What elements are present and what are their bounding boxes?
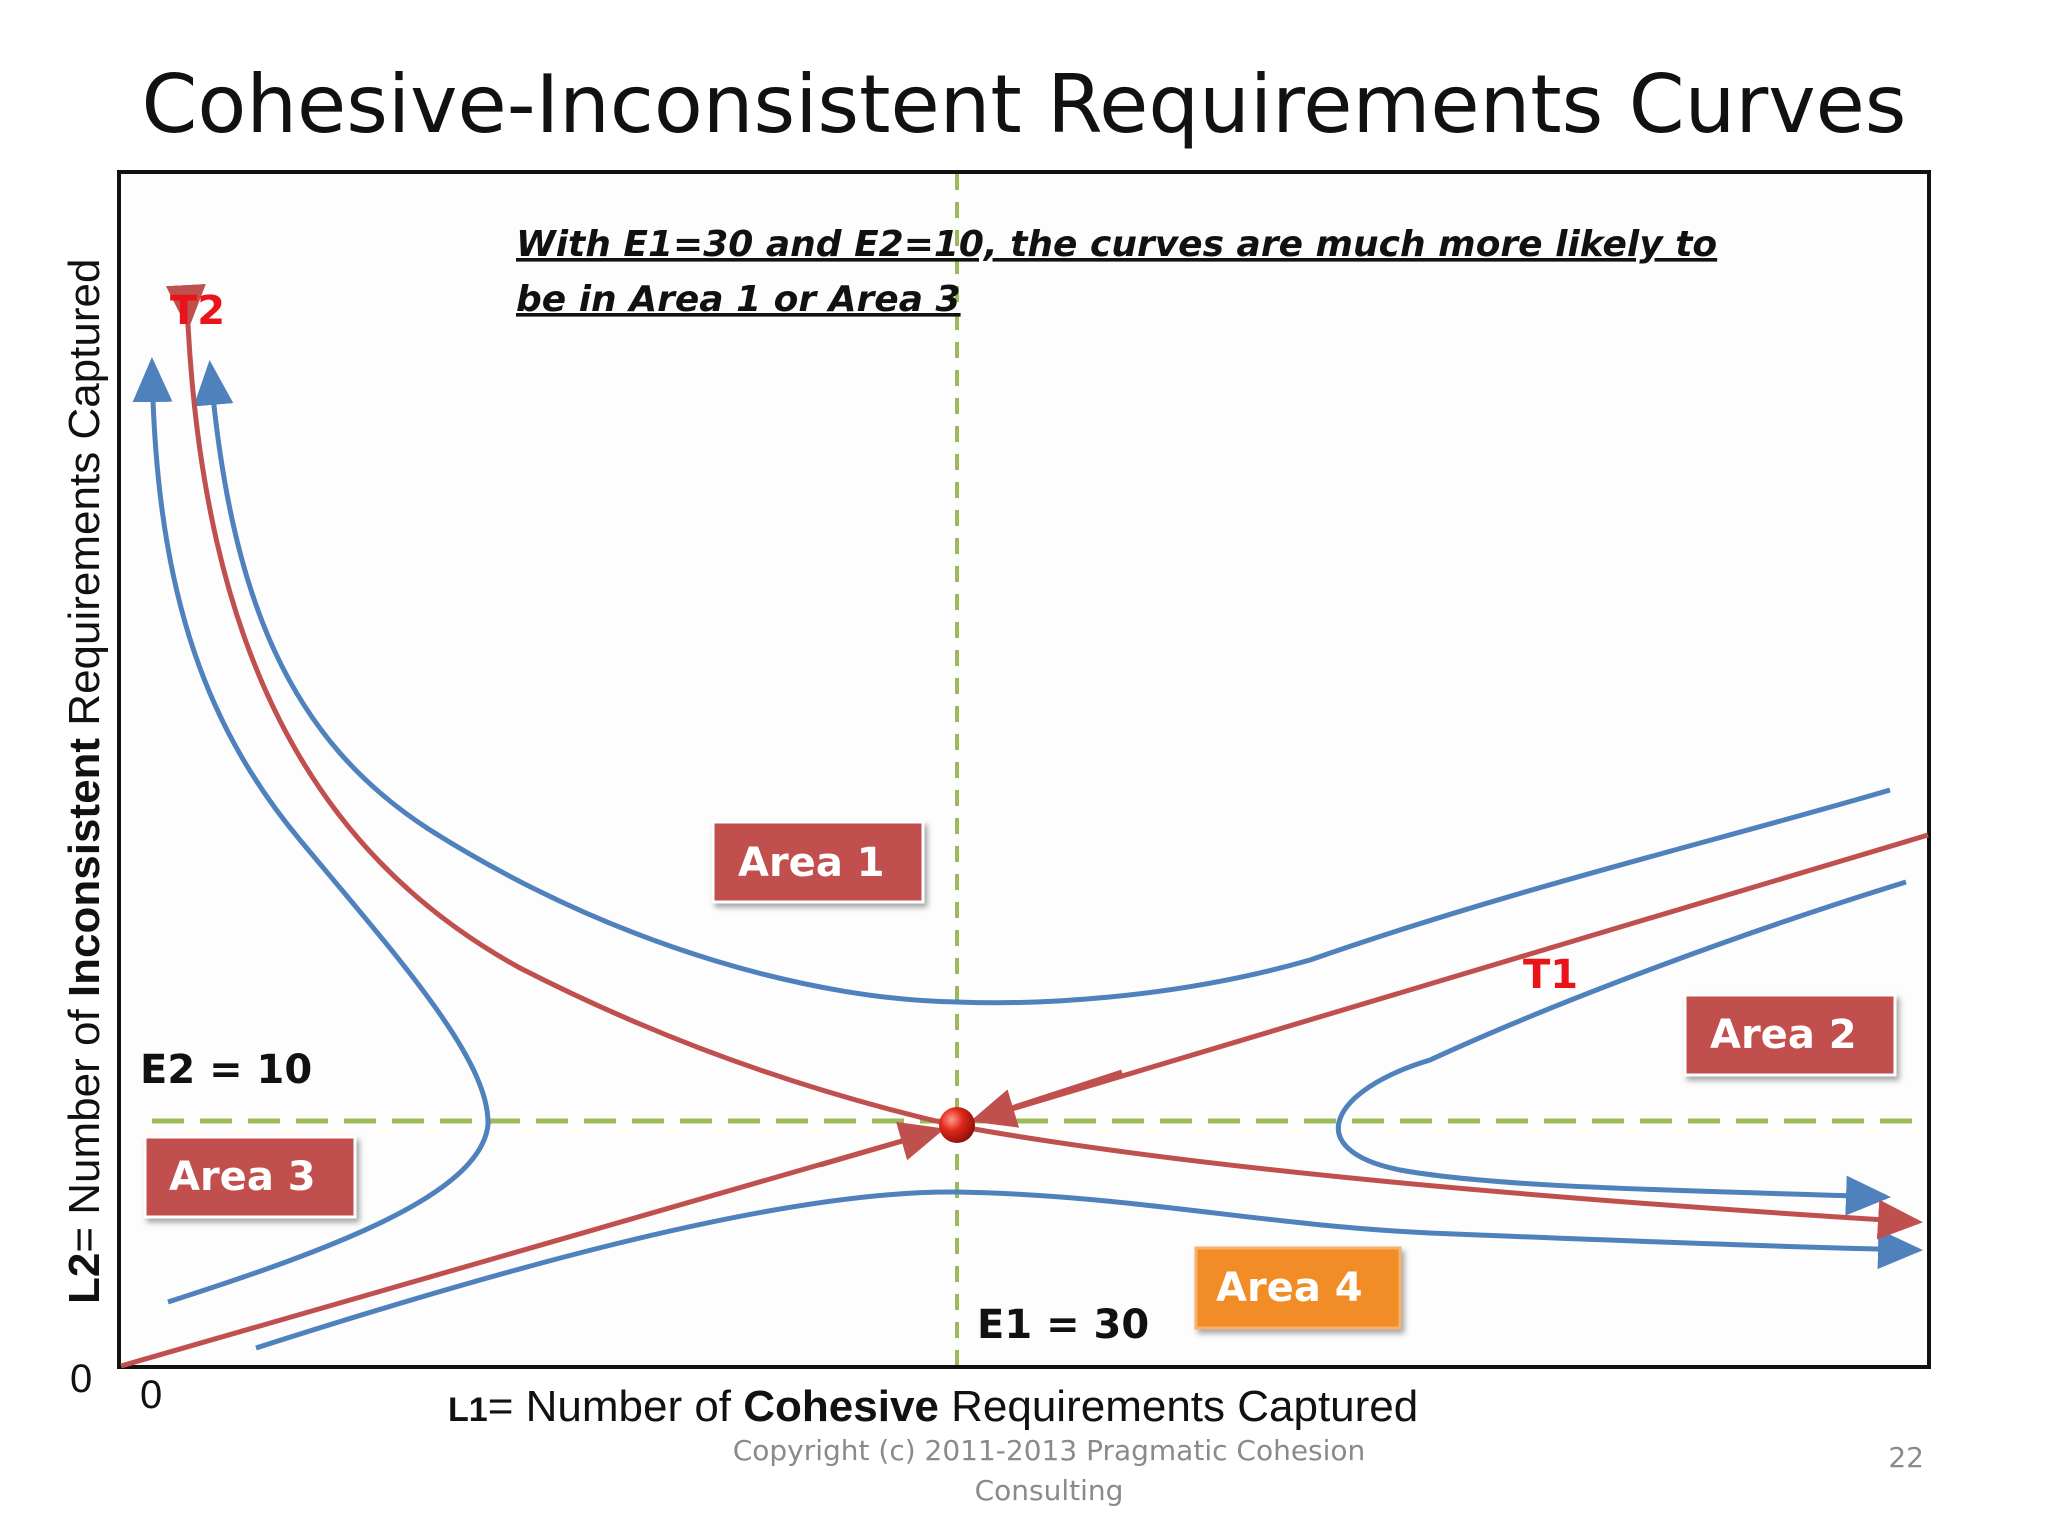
t1-curve-label: T1 — [1523, 952, 1578, 998]
area-2-label: Area 2 — [1710, 1012, 1857, 1058]
note-line-2: be in Area 1 or Area 3 — [516, 279, 961, 320]
trajectory-curve-top — [193, 360, 1891, 1006]
x-axis-title: L1= Number of Cohesive Requirements Capt… — [448, 1382, 1418, 1431]
area-4-box — [1194, 1246, 1402, 1330]
separatrix-t2-curve — [165, 283, 958, 1129]
separatrix-t2-out — [956, 1123, 1923, 1240]
area-4-label: Area 4 — [1216, 1265, 1363, 1311]
copyright-line-2: Consulting — [975, 1474, 1124, 1507]
y-axis-title: L2= Number of Inconsistent Requirements … — [60, 259, 109, 1304]
x-axis-pre: = Number of — [488, 1382, 744, 1431]
trajectory-curve-left — [132, 357, 491, 1305]
separatrix-t1-lower-tick — [819, 1130, 931, 1168]
x-axis-post: Requirements Captured — [939, 1382, 1418, 1431]
x-axis-prefix: L1 — [448, 1391, 488, 1429]
origin-y-label: 0 — [70, 1357, 92, 1401]
area-1-box — [711, 820, 925, 904]
e2-label: E2 = 10 — [140, 1047, 312, 1093]
origin-x-label: 0 — [140, 1373, 162, 1417]
y-axis-pre: = Number of — [60, 997, 109, 1253]
y-axis-bold: Inconsistent — [60, 738, 109, 997]
copyright-line-1: Copyright (c) 2011-2013 Pragmatic Cohesi… — [733, 1434, 1366, 1467]
trajectory-curve-bottom — [255, 1189, 1923, 1351]
y-axis-post: Requirements Captured — [60, 259, 109, 738]
area-3-label: Area 3 — [169, 1154, 316, 1200]
note-line-1: With E1=30 and E2=10, the curves are muc… — [516, 224, 1717, 265]
separatrix-t1-upper-tick — [989, 1069, 1123, 1118]
t2-curve-label: T2 — [170, 288, 225, 334]
area-2-box — [1683, 993, 1897, 1077]
area-3-box — [143, 1135, 357, 1219]
area-1-label: Area 1 — [738, 840, 885, 886]
slide-title: Cohesive-Inconsistent Requirements Curve… — [141, 58, 1907, 151]
equilibrium-point — [939, 1107, 975, 1143]
page-number: 22 — [1888, 1441, 1924, 1474]
trajectory-curve-right — [1335, 879, 1907, 1216]
plot-frame — [117, 170, 1931, 1369]
separatrix-t1-lower — [120, 1121, 945, 1369]
y-axis-prefix: L2 — [60, 1253, 109, 1304]
e1-label: E1 = 30 — [977, 1302, 1149, 1348]
separatrix-t1-upper — [970, 832, 1929, 1128]
x-axis-bold: Cohesive — [743, 1382, 939, 1431]
